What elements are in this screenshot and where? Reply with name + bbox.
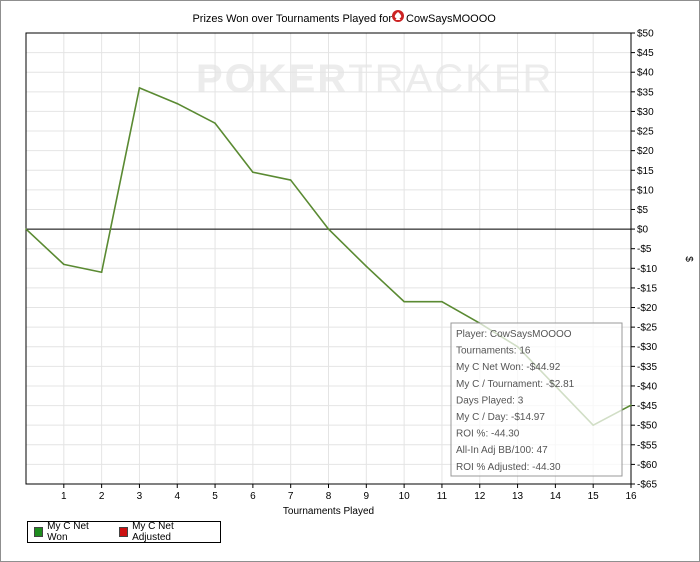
tooltip-line: Tournaments: 16 [456, 346, 531, 357]
y-tick-label: -$60 [637, 460, 657, 471]
x-tick-label: 12 [474, 491, 486, 502]
y-tick-label: $40 [637, 68, 654, 79]
legend: My C Net Won My C Net Adjusted [27, 521, 221, 543]
y-tick-label: -$5 [637, 244, 652, 255]
tooltip-line: ROI % Adjusted: -44.30 [456, 462, 561, 473]
tooltip-line: Days Played: 3 [456, 395, 524, 406]
data-point [365, 265, 368, 268]
y-tick-label: $0 [637, 225, 649, 236]
data-point [25, 228, 27, 230]
y-tick-label: $30 [637, 107, 654, 118]
chart-player-name: CowSaysMOOOO [406, 13, 496, 25]
x-tick-label: 8 [326, 491, 332, 502]
data-point [100, 271, 103, 274]
y-tick-label: -$10 [637, 264, 657, 275]
x-tick-label: 11 [437, 491, 448, 502]
y-tick-label: $20 [637, 146, 654, 157]
tooltip-box [450, 322, 623, 477]
data-point [176, 102, 179, 105]
y-tick-label: $10 [637, 185, 654, 196]
x-tick-label: 15 [588, 491, 600, 502]
data-point [63, 263, 65, 266]
tooltip-line: All-In Adj BB/100: 47 [456, 445, 548, 456]
tooltip-line: Player: CowSaysMOOOO [456, 329, 572, 340]
x-axis-label: Tournaments Played [283, 506, 374, 517]
tooltip-line: My C / Tournament: -$2.81 [456, 379, 575, 390]
data-point [441, 300, 443, 303]
data-point [327, 228, 330, 230]
x-tick-label: 9 [364, 491, 370, 502]
x-tick-label: 14 [550, 491, 562, 502]
data-point [138, 87, 141, 89]
y-tick-label: $45 [637, 48, 654, 59]
y-tick-label: $15 [637, 166, 654, 177]
tooltip-line: My C / Day: -$14.97 [456, 412, 545, 423]
x-tick-label: 2 [99, 491, 105, 502]
data-point [214, 122, 216, 124]
stats-tooltip: Player: CowSaysMOOOO Tournaments: 16 My C … [450, 322, 623, 477]
data-point [630, 404, 632, 406]
data-point [252, 171, 254, 174]
legend-swatch-net-won [34, 527, 44, 537]
y-tick-label: $5 [637, 205, 649, 216]
data-point [289, 179, 292, 181]
y-tick-label: $35 [637, 87, 654, 98]
legend-item-net-won[interactable]: My C Net Won [34, 521, 105, 543]
x-tick-label: 7 [288, 491, 294, 502]
x-tick-label: 10 [399, 491, 411, 502]
y-tick-label: -$15 [637, 283, 657, 294]
y-tick-label: $25 [637, 127, 654, 138]
legend-item-net-adjusted[interactable]: My C Net Adjusted [118, 521, 206, 543]
y-tick-label: -$45 [637, 401, 657, 412]
chart-title: Prizes Won over Tournaments Played for [192, 13, 392, 25]
tooltip-line: ROI %: -44.30 [456, 429, 520, 440]
x-tick-label: 6 [250, 491, 256, 502]
x-tick-label: 13 [512, 491, 524, 502]
y-tick-label: -$25 [637, 323, 657, 334]
y-tick-label: -$30 [637, 342, 657, 353]
spade-icon [392, 10, 404, 22]
y-tick-label: -$50 [637, 421, 657, 432]
legend-swatch-net-adjusted [118, 527, 129, 537]
y-tick-label: -$55 [637, 440, 657, 451]
x-tick-label: 16 [625, 491, 637, 502]
tooltip-line: My C Net Won: -$44.92 [456, 362, 561, 373]
y-tick-label: -$40 [637, 381, 657, 392]
x-tick-label: 4 [174, 491, 180, 502]
y-tick-label: -$20 [637, 303, 657, 314]
data-point [403, 300, 405, 303]
x-tick-label: 5 [212, 491, 218, 502]
watermark-logo: POKERTRACKER [196, 57, 553, 101]
legend-label-net-adjusted: My C Net Adjusted [132, 521, 174, 543]
x-tick-label: 3 [137, 491, 143, 502]
y-axis-label: $ [683, 256, 694, 262]
y-tick-label: -$65 [637, 480, 657, 491]
y-tick-label: -$35 [637, 362, 657, 373]
y-tick-label: $50 [637, 29, 654, 40]
x-tick-label: 1 [61, 491, 67, 502]
legend-label-net-won: My C Net Won [47, 521, 89, 543]
